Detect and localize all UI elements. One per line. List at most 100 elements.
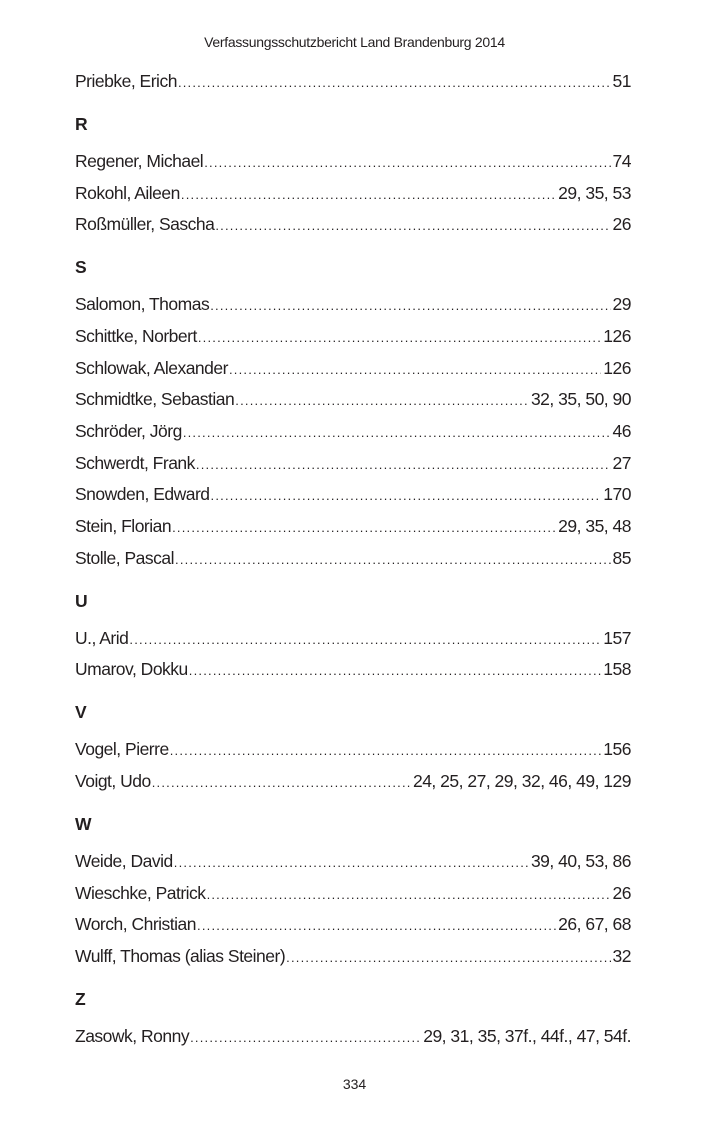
dot-leader [152, 767, 411, 799]
index-entry: Regener, Michael 74 [75, 146, 632, 179]
entry-name: Regener, Michael [75, 150, 204, 171]
entry-name: Schittke, Norbert [75, 326, 197, 346]
section-letter-heading: Z [75, 988, 86, 1009]
section-letter-heading: S [75, 257, 87, 278]
index-entry: Voigt, Udo 24, 25, 27, 29, 32, 46, 49, 12… [75, 766, 632, 799]
entry-name: Zasowk, Ronny [75, 1026, 190, 1047]
name-index: Priebke, Erich 51 R Regener, Michael 74 Rokoh… [75, 66, 632, 1053]
index-entry: Schlowak, Alexander 126 [75, 353, 631, 385]
dot-leader [181, 179, 556, 211]
entry-name: Vogel, Pierre [75, 739, 169, 760]
index-entry: Zasowk, Ronny 29, 31, 35, 37f., 44f., 47,… [75, 1021, 631, 1053]
dot-leader [178, 67, 611, 99]
index-entry: Stolle, Pascal 85 [75, 543, 632, 576]
index-entry: Worch, Christian 26, 67, 68 [75, 909, 631, 941]
entry-pages: 126 [603, 357, 631, 378]
entry-pages: 170 [603, 484, 631, 505]
entry-name: Schlowak, Alexander [75, 357, 228, 378]
entry-name: Salomon, Thomas [75, 294, 210, 315]
entry-name: Umarov, Dokku [75, 659, 188, 680]
entry-name: Wulff, Thomas (alias Steiner) [75, 946, 286, 967]
entry-pages: 51 [612, 71, 632, 91]
dot-leader [215, 210, 610, 242]
index-entry: U., Arid 157 [75, 623, 631, 655]
dot-leader [189, 655, 602, 687]
entry-pages: 29, 31, 35, 37f., 44f., 47, 54f. [423, 1026, 631, 1047]
dot-leader [190, 1022, 421, 1054]
index-entry: Wulff, Thomas (alias Steiner) 32 [75, 941, 632, 974]
index-section: Z Zasowk, Ronny 29, 31, 35, 37f., 44f., 47… [75, 984, 631, 1053]
entry-pages: 156 [603, 739, 631, 760]
index-entry: Schittke, Norbert 126 [75, 321, 631, 353]
dot-leader [207, 879, 611, 911]
index-entry: Schmidtke, Sebastian 32, 35, 50, 90 [75, 384, 632, 417]
index-entry: Umarov, Dokku 158 [75, 654, 631, 686]
entry-name: Schröder, Jörg [75, 421, 182, 442]
dot-leader [170, 735, 602, 767]
dot-leader [174, 847, 529, 879]
entry-pages: 29 [612, 294, 632, 315]
dot-leader [129, 624, 601, 656]
entry-pages: 24, 25, 27, 29, 32, 46, 49, 129 [412, 771, 632, 792]
entry-name: Schmidtke, Sebastian [75, 389, 235, 410]
entry-name: U., Arid [75, 627, 129, 648]
index-section: W Weide, David 39, 40, 53, 86 Wieschke, Pat… [75, 809, 632, 974]
dot-leader [183, 417, 611, 449]
entry-pages: 85 [612, 547, 632, 568]
entry-pages: 26, 67, 68 [558, 914, 631, 935]
index-section: U U., Arid 157 Umarov, Dokku 158 [75, 586, 631, 687]
dot-leader [197, 910, 556, 942]
entry-name: Priebke, Erich [75, 71, 177, 91]
index-entry: Vogel, Pierre 156 [75, 734, 631, 766]
entry-pages: 29, 35, 48 [558, 516, 631, 537]
dot-leader [175, 544, 611, 576]
index-entry: Wieschke, Patrick 26 [75, 878, 632, 911]
dot-leader [235, 385, 529, 417]
index-section: V Vogel, Pierre 156 Voigt, Udo 24, 25, 27, 2… [75, 697, 632, 799]
entry-pages: 74 [612, 150, 632, 171]
entry-pages: 158 [603, 659, 631, 680]
entry-pages: 29, 35, 53 [558, 182, 631, 203]
entry-name: Weide, David [75, 851, 173, 872]
dot-leader [211, 480, 602, 512]
index-section: R Regener, Michael 74 Rokohl, Aileen 29, 35,… [75, 109, 632, 242]
entry-name: Schwerdt, Frank [75, 452, 195, 473]
entry-name: Stolle, Pascal [75, 547, 175, 568]
index-section: Priebke, Erich 51 [75, 66, 632, 99]
index-entry: Roßmüller, Sascha 26 [75, 209, 632, 242]
section-letter-heading: V [75, 702, 87, 723]
entry-name: Stein, Florian [75, 516, 172, 537]
dot-leader [229, 354, 601, 386]
entry-pages: 26 [612, 214, 632, 235]
index-entry: Schwerdt, Frank 27 [75, 448, 632, 481]
entry-pages: 157 [603, 627, 631, 648]
entry-name: Roßmüller, Sascha [75, 214, 215, 235]
index-entry: Weide, David 39, 40, 53, 86 [75, 846, 632, 879]
section-letter-heading: U [75, 590, 88, 611]
dot-leader [196, 449, 611, 481]
dot-leader [204, 147, 610, 179]
entry-pages: 32, 35, 50, 90 [530, 389, 632, 410]
running-header: Verfassungsschutzbericht Land Brandenbur… [204, 34, 505, 50]
entry-name: Worch, Christian [75, 914, 197, 935]
page-number: 334 [342, 1076, 367, 1092]
dot-leader [210, 290, 610, 322]
entry-pages: 46 [612, 421, 632, 442]
section-letter-heading: W [75, 813, 92, 834]
entry-pages: 39, 40, 53, 86 [530, 851, 632, 872]
entry-name: Snowden, Edward [75, 484, 210, 505]
entry-pages: 27 [612, 452, 632, 473]
entry-name: Voigt, Udo [75, 771, 151, 792]
index-entry: Rokohl, Aileen 29, 35, 53 [75, 178, 631, 210]
dot-leader [172, 512, 556, 544]
entry-pages: 26 [612, 882, 632, 903]
entry-pages: 32 [612, 946, 632, 967]
index-entry: Snowden, Edward 170 [75, 479, 631, 511]
entry-name: Rokohl, Aileen [75, 182, 180, 203]
dot-leader [286, 942, 610, 974]
index-entry: Priebke, Erich 51 [75, 66, 632, 99]
index-entry: Stein, Florian 29, 35, 48 [75, 511, 631, 543]
section-letter-heading: R [75, 113, 88, 134]
index-entry: Salomon, Thomas 29 [75, 289, 632, 322]
